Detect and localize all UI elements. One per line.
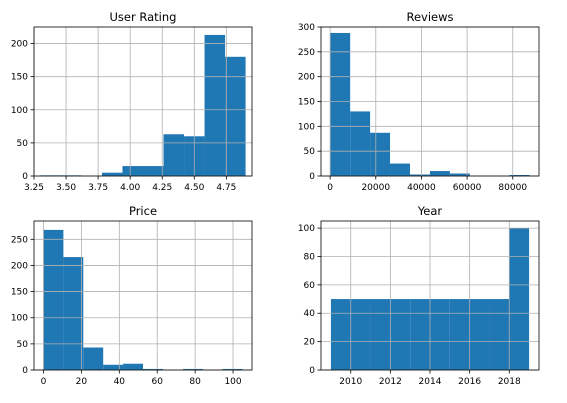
price-histogram: 0 20 40 60 80 100 0 50 100 150 200 250 Price bbox=[11, 204, 253, 387]
user-rating-x-tick-label-3: 4.00 bbox=[120, 183, 140, 193]
user-rating-x-tick-label-5: 4.50 bbox=[184, 183, 204, 193]
price-chart-title: Price bbox=[129, 204, 157, 218]
price-y-tick-label-1: 50 bbox=[17, 340, 29, 350]
year-bar-8 bbox=[489, 299, 510, 370]
user-rating-y-tick-label-4: 200 bbox=[11, 40, 28, 50]
price-bar-1 bbox=[63, 257, 84, 370]
user-rating-bar-5 bbox=[143, 166, 164, 176]
reviews-y-tick-label-2: 100 bbox=[298, 122, 315, 132]
price-x-tick-label-1: 20 bbox=[76, 377, 88, 387]
user-rating-histogram: 3.25 3.50 3.75 4.00 4.25 4.50 4.75 0 50 100 150 200… bbox=[11, 10, 253, 193]
reviews-bar-3 bbox=[390, 163, 410, 176]
reviews-x-tick-label-3: 60000 bbox=[453, 183, 482, 193]
user-rating-x-tick-label-6: 4.75 bbox=[216, 183, 236, 193]
reviews-y-tick-label-3: 150 bbox=[298, 98, 315, 108]
year-y-tick-label-5: 100 bbox=[298, 224, 315, 234]
year-bar-5 bbox=[430, 299, 450, 370]
year-histogram: 2010 2012 2014 2016 2018 0 20 40 60 80 100 Year bbox=[298, 204, 540, 387]
year-y-tick-label-3: 60 bbox=[304, 281, 316, 291]
reviews-y-tick-label-0: 0 bbox=[309, 172, 315, 182]
price-x-tick-label-0: 0 bbox=[41, 377, 47, 387]
year-bar-1 bbox=[350, 299, 371, 370]
year-x-tick-label-4: 2018 bbox=[498, 377, 521, 387]
user-rating-y-tick-label-1: 50 bbox=[17, 139, 29, 149]
price-x-tick-label-3: 60 bbox=[151, 377, 163, 387]
reviews-y-tick-label-4: 200 bbox=[298, 73, 315, 83]
year-x-tick-label-2: 2014 bbox=[419, 377, 442, 387]
reviews-y-tick-label-1: 50 bbox=[304, 147, 316, 157]
price-y-tick-label-0: 0 bbox=[22, 366, 28, 376]
year-x-tick-label-3: 2016 bbox=[458, 377, 481, 387]
price-bar-5 bbox=[143, 368, 163, 370]
reviews-x-tick-label-1: 20000 bbox=[361, 183, 390, 193]
price-y-tick-label-3: 150 bbox=[11, 288, 28, 298]
price-y-tick-label-2: 100 bbox=[11, 314, 28, 324]
reviews-x-tick-label-0: 0 bbox=[327, 183, 333, 193]
user-rating-bar-6 bbox=[163, 134, 185, 176]
year-bar-0 bbox=[330, 299, 351, 370]
price-bar-0 bbox=[43, 229, 64, 370]
year-y-tick-label-1: 20 bbox=[304, 338, 316, 348]
reviews-bar-9 bbox=[509, 175, 530, 176]
price-axes-frame bbox=[33, 220, 253, 371]
price-y-tick-label-5: 250 bbox=[11, 235, 28, 245]
price-x-tick-label-5: 100 bbox=[224, 377, 241, 387]
user-rating-bar-3 bbox=[101, 172, 123, 176]
reviews-chart-title: Reviews bbox=[406, 10, 453, 24]
year-bar-2 bbox=[370, 299, 391, 370]
reviews-bar-1 bbox=[350, 111, 371, 176]
price-bar-4 bbox=[123, 363, 143, 370]
year-y-tick-label-4: 80 bbox=[304, 252, 316, 262]
user-rating-x-tick-label-2: 3.75 bbox=[88, 183, 108, 193]
year-bar-9 bbox=[509, 228, 530, 370]
year-bar-3 bbox=[390, 299, 411, 370]
reviews-x-tick-label-2: 40000 bbox=[407, 183, 436, 193]
year-y-tick-label-2: 40 bbox=[304, 309, 316, 319]
user-rating-bar-4 bbox=[122, 166, 143, 176]
user-rating-bar-9 bbox=[225, 56, 246, 176]
year-x-tick-label-0: 2010 bbox=[339, 377, 362, 387]
reviews-bar-2 bbox=[370, 132, 391, 176]
year-y-tick-label-0: 0 bbox=[309, 366, 315, 376]
reviews-bar-0 bbox=[330, 32, 351, 177]
user-rating-x-tick-label-1: 3.50 bbox=[56, 183, 76, 193]
reviews-histogram: 0 20000 40000 60000 80000 0 50 100 150 200 250 300 R… bbox=[298, 10, 540, 193]
price-bar-7 bbox=[182, 368, 203, 370]
user-rating-y-tick-label-0: 0 bbox=[22, 172, 28, 182]
price-bar-9 bbox=[222, 368, 243, 370]
year-bar-4 bbox=[410, 299, 430, 370]
price-y-tick-label-4: 200 bbox=[11, 261, 28, 271]
price-bar-3 bbox=[103, 364, 124, 370]
year-x-tick-label-1: 2012 bbox=[379, 377, 402, 387]
reviews-bar-5 bbox=[429, 171, 450, 176]
reviews-x-tick-label-4: 80000 bbox=[498, 183, 527, 193]
year-chart-title: Year bbox=[417, 204, 443, 218]
user-rating-axes-frame bbox=[33, 26, 253, 177]
year-bar-7 bbox=[469, 299, 490, 370]
user-rating-x-tick-label-4: 4.25 bbox=[152, 183, 172, 193]
user-rating-chart-title: User Rating bbox=[110, 10, 177, 24]
user-rating-y-tick-label-2: 100 bbox=[11, 106, 28, 116]
reviews-y-tick-label-6: 300 bbox=[298, 23, 315, 33]
user-rating-y-tick-label-3: 150 bbox=[11, 73, 28, 83]
user-rating-bar-8 bbox=[204, 34, 226, 177]
price-bar-2 bbox=[83, 347, 104, 370]
price-x-tick-label-2: 40 bbox=[114, 377, 126, 387]
reviews-bar-4 bbox=[409, 174, 430, 176]
reviews-y-tick-label-5: 250 bbox=[298, 48, 315, 58]
price-x-tick-label-4: 80 bbox=[189, 377, 201, 387]
reviews-bar-6 bbox=[449, 173, 470, 176]
user-rating-x-tick-label-0: 3.25 bbox=[24, 183, 44, 193]
year-bar-6 bbox=[449, 299, 470, 370]
